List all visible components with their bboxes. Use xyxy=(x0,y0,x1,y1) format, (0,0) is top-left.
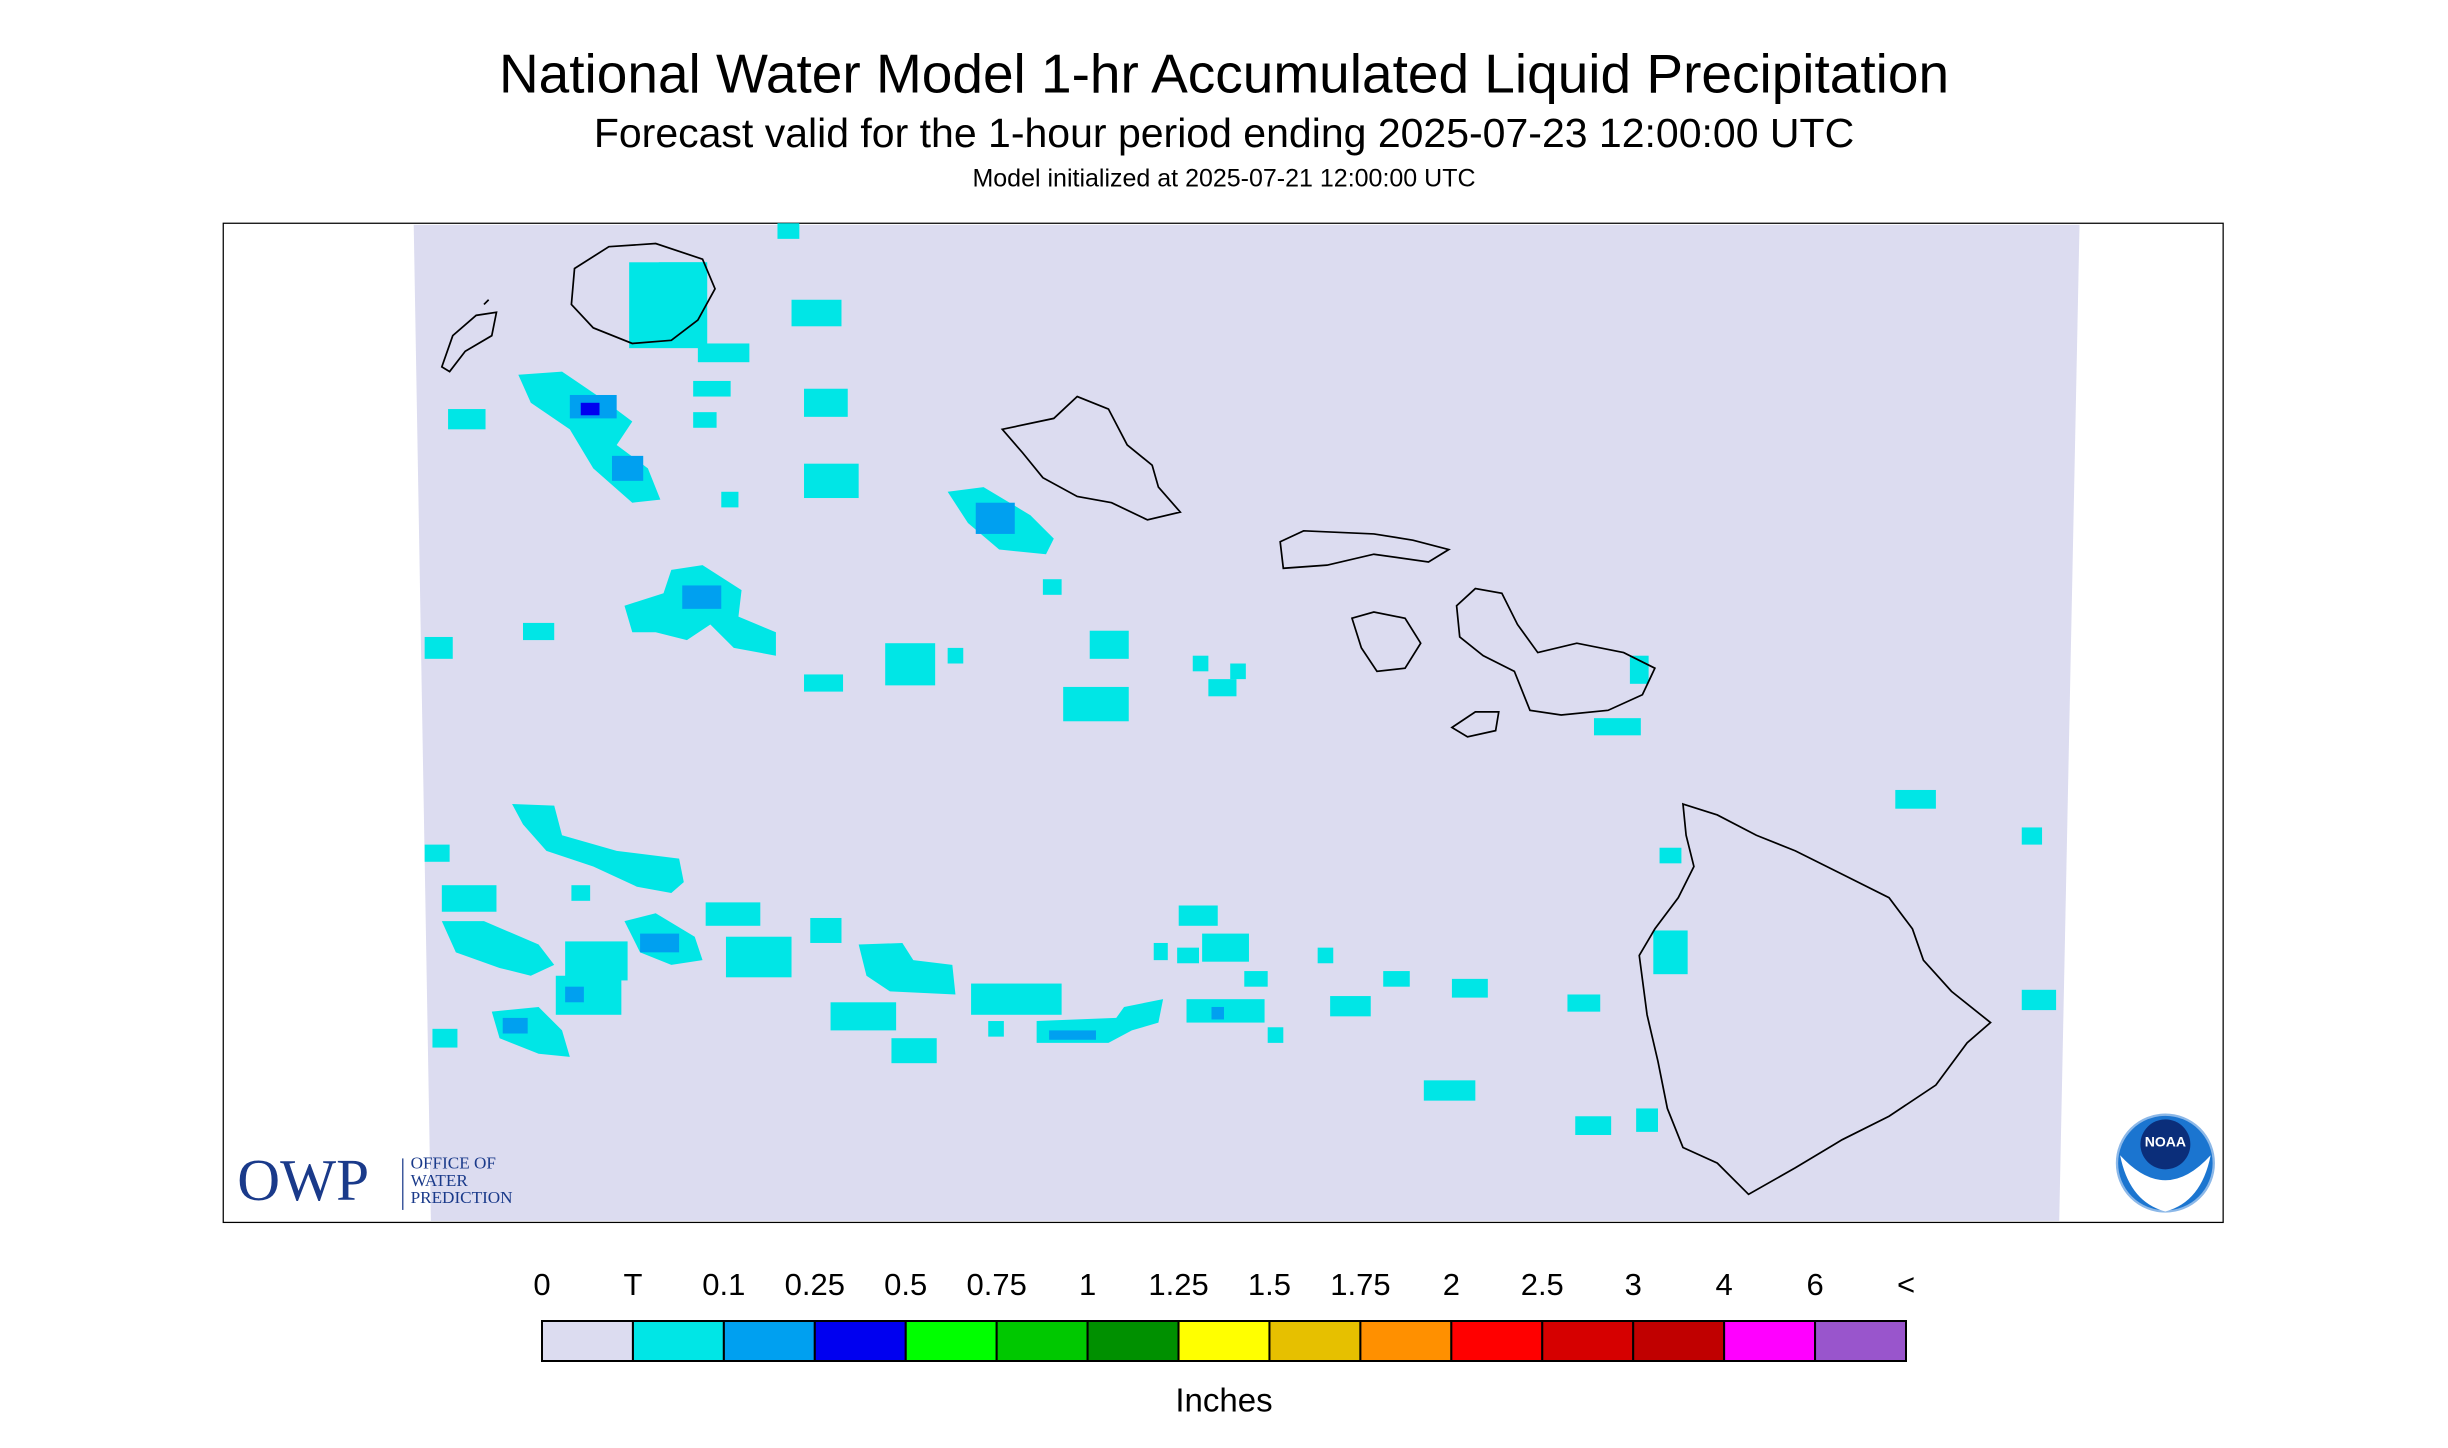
noaa-logo: NOAA xyxy=(2115,1113,2215,1213)
legend-swatch xyxy=(1723,1320,1817,1362)
legend-swatch xyxy=(1268,1320,1362,1362)
legend-swatch xyxy=(1814,1320,1907,1362)
islands xyxy=(440,242,1992,1196)
legend-swatch xyxy=(1450,1320,1544,1362)
legend-swatch xyxy=(813,1320,907,1362)
legend-label: 0 xyxy=(533,1267,550,1302)
legend-label: 1.5 xyxy=(1248,1267,1291,1302)
legend-label: 6 xyxy=(1806,1267,1823,1302)
legend-swatch xyxy=(1086,1320,1180,1362)
legend-label: 1.25 xyxy=(1148,1267,1208,1302)
legend-swatch xyxy=(904,1320,998,1362)
legend-swatch xyxy=(541,1320,634,1362)
legend-label: 0.5 xyxy=(884,1267,927,1302)
map: OWP OFFICE OF WATER PREDICTION NOAA xyxy=(222,222,2224,1224)
title: National Water Model 1-hr Accumulated Li… xyxy=(499,43,1949,105)
legend-label: 3 xyxy=(1625,1267,1642,1302)
legend-unit: Inches xyxy=(1175,1382,1272,1419)
init-time: Model initialized at 2025-07-21 12:00:00… xyxy=(972,165,1475,193)
data-area xyxy=(413,224,2080,1221)
subtitle: Forecast valid for the 1-hour period end… xyxy=(594,110,1854,156)
owp-line: OFFICE OF xyxy=(411,1154,496,1173)
legend-swatch xyxy=(995,1320,1089,1362)
legend-swatch xyxy=(1177,1320,1271,1362)
noaa-mark: NOAA xyxy=(2145,1134,2186,1150)
legend-label: 4 xyxy=(1716,1267,1733,1302)
legend-label: 1 xyxy=(1079,1267,1096,1302)
legend-swatch xyxy=(1359,1320,1453,1362)
owp-logo: OWP OFFICE OF WATER PREDICTION xyxy=(237,1147,512,1213)
owp-line: PREDICTION xyxy=(411,1188,513,1207)
legend-label: 2.5 xyxy=(1521,1267,1564,1302)
owp-mark: OWP xyxy=(237,1147,369,1213)
legend-swatch xyxy=(1541,1320,1635,1362)
legend-swatch xyxy=(1632,1320,1726,1362)
legend-label: 0.1 xyxy=(702,1267,745,1302)
legend-label: T xyxy=(623,1267,642,1302)
owp-line: WATER xyxy=(411,1171,469,1190)
legend-label: 1.75 xyxy=(1330,1267,1390,1302)
legend-label: 0.75 xyxy=(966,1267,1026,1302)
legend-swatch xyxy=(722,1320,816,1362)
legend-swatch xyxy=(631,1320,725,1362)
legend-label: 2 xyxy=(1443,1267,1460,1302)
precip xyxy=(424,223,2057,1135)
legend-label: < xyxy=(1897,1267,1915,1302)
legend-label: 0.25 xyxy=(785,1267,845,1302)
legend: 0 T 0.1 0.25 0.5 0.75 1 1.25 1.5 1.75 2 2.5 3 4 6 < xyxy=(533,1267,1915,1362)
